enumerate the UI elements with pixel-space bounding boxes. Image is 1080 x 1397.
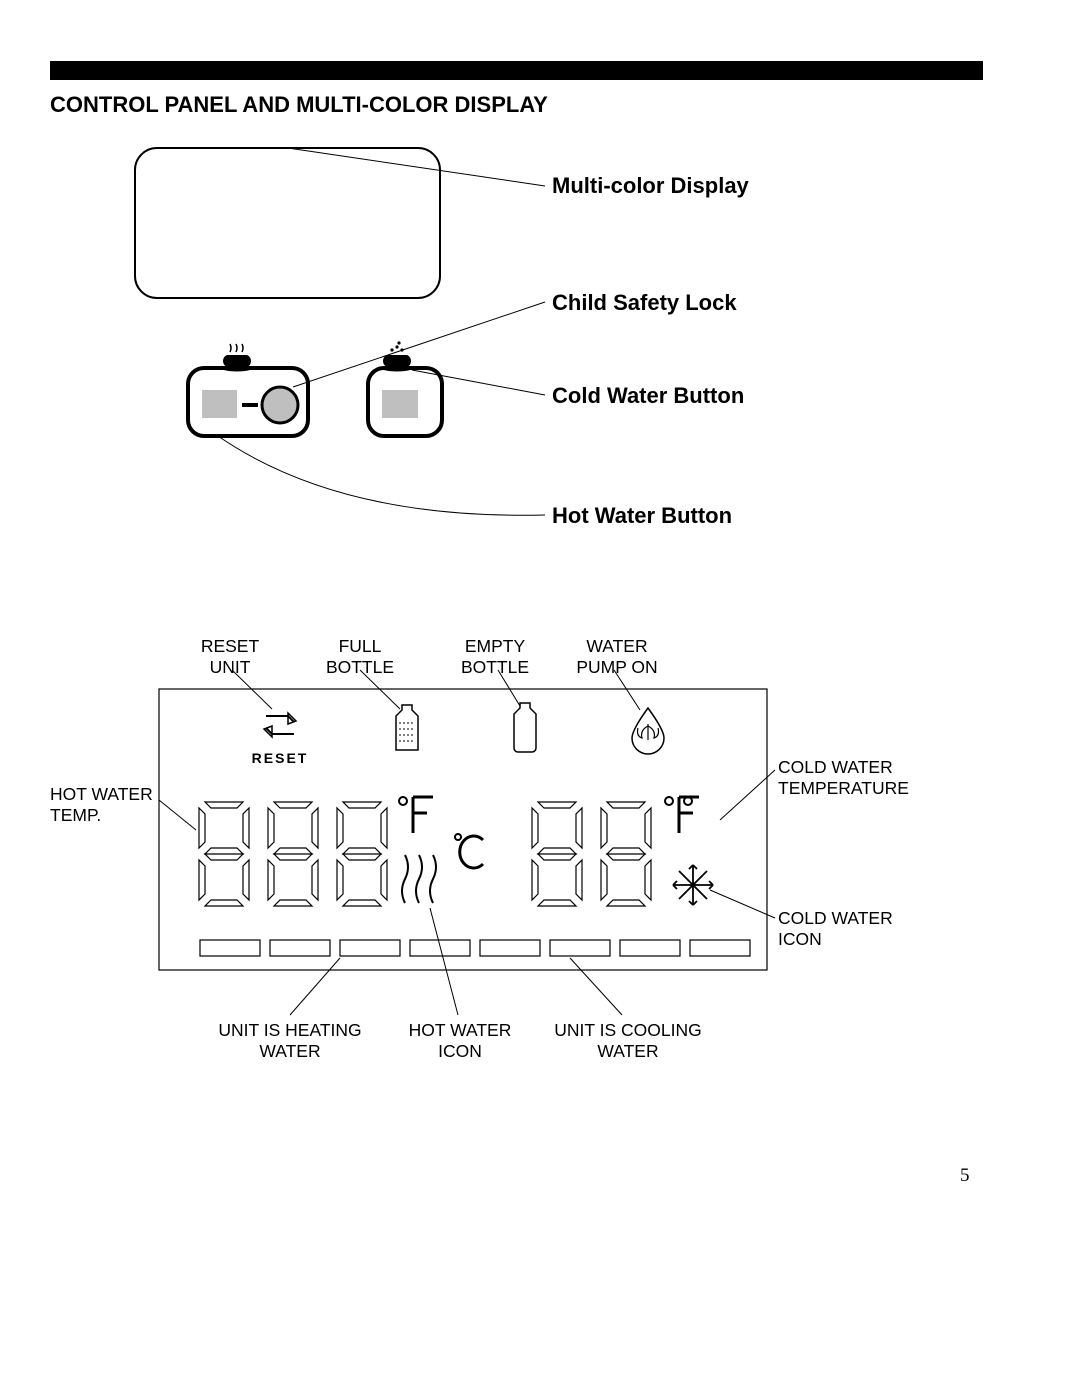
display-frame	[159, 689, 767, 970]
page: CONTROL PANEL AND MULTI-COLOR DISPLAY Mu…	[0, 0, 1080, 1397]
empty-bottle-icon	[514, 703, 536, 752]
seven-seg-right	[532, 802, 651, 906]
deg-f-right-icon	[665, 797, 699, 833]
hot-water-steam-icon	[402, 855, 436, 903]
page-number: 5	[960, 1165, 970, 1187]
deg-c-icon	[455, 834, 483, 868]
display-diagram: RESET	[0, 0, 1080, 1100]
reset-text: RESET	[252, 750, 309, 766]
progress-bar-segments	[200, 940, 750, 956]
reset-icon	[264, 713, 296, 738]
seven-seg-left	[199, 802, 387, 906]
deg-f-left-icon	[399, 797, 433, 833]
full-bottle-icon	[396, 705, 418, 750]
water-pump-icon	[632, 708, 664, 754]
cold-water-snowflake-icon	[673, 865, 713, 905]
